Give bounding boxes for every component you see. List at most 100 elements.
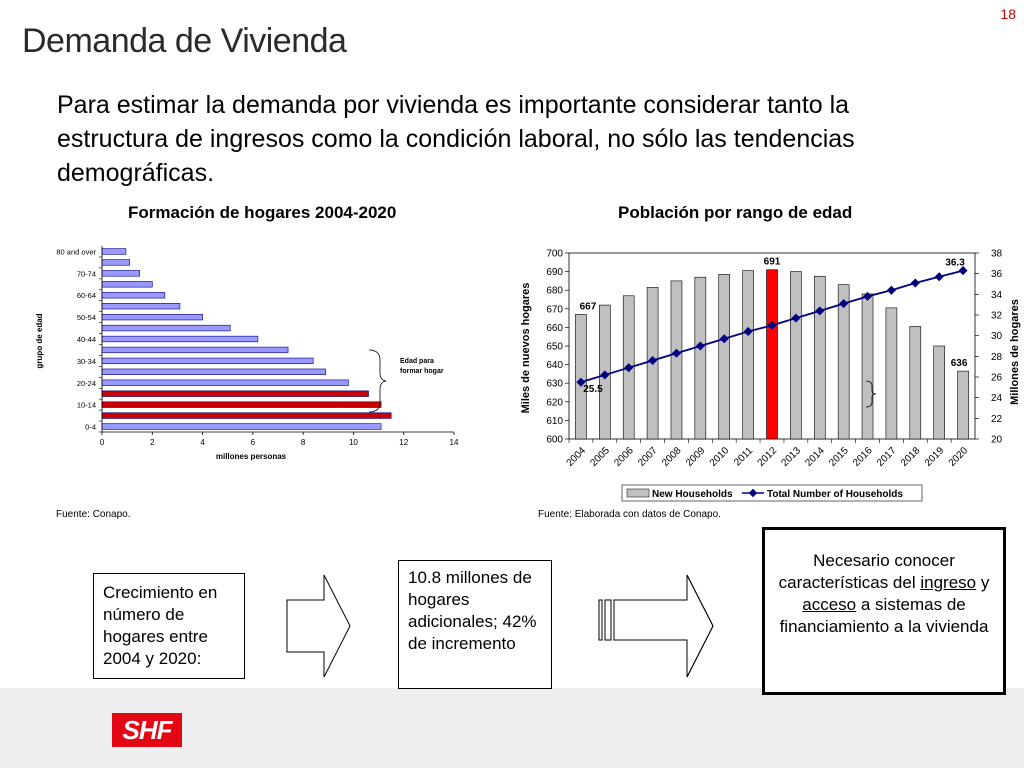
- chart1-x-tick: 0: [100, 438, 105, 447]
- chart2-data-label: 636: [951, 358, 968, 369]
- chart2-bar: [933, 345, 945, 440]
- chart2-bar: [694, 276, 707, 440]
- chart1-bar: [101, 423, 382, 430]
- chart2-line-point: [886, 285, 896, 295]
- requirement-income: ingreso: [920, 573, 977, 592]
- chart2-x-tick: 2020: [947, 445, 971, 469]
- slide-title: Demanda de Vivienda: [22, 22, 347, 60]
- chart1-bracket: [368, 349, 387, 413]
- chart2-x-tick: 2016: [851, 445, 875, 469]
- requirement-text-1: Necesario conocer características del: [778, 551, 955, 592]
- chart2-y-tick: 620: [546, 397, 563, 408]
- chart1-x-tick: 6: [251, 438, 256, 447]
- chart2-y-tick: 650: [546, 342, 563, 353]
- chart2-x-tick: 2009: [684, 445, 708, 469]
- chart2-x-tick: 2012: [756, 445, 780, 469]
- chart2-y2-tick: 32: [991, 311, 1003, 322]
- chart2-data-label: 25.5: [583, 384, 603, 395]
- chart2-y-tick: 640: [546, 360, 563, 371]
- chart2-y-tick: 660: [546, 323, 563, 334]
- chart2-y-tick: 690: [546, 267, 563, 278]
- chart2-data-label: 36.3: [945, 258, 965, 269]
- chart2-y2-tick: 22: [991, 414, 1003, 425]
- chart1-bar: [101, 412, 392, 419]
- requirement-text-2: a sistemas de financiamiento a la vivien…: [779, 595, 989, 636]
- chart1-x-tick: 2: [150, 438, 155, 447]
- chart1-bar: [101, 324, 231, 332]
- chart1-bar: [101, 313, 203, 321]
- chart1-title: Formación de hogares 2004-2020: [128, 203, 397, 222]
- chart1-y-tick: 0-4: [85, 423, 96, 432]
- chart2-bar: [813, 275, 826, 440]
- chart2-y2-tick: 26: [991, 373, 1003, 384]
- chart2-line-point: [934, 272, 944, 282]
- chart1-x-tick: 8: [301, 438, 306, 447]
- chart2-x-tick: 2007: [636, 445, 660, 469]
- chart1-y-tick: 30-34: [77, 357, 96, 366]
- chart2-y-axis-label: Miles de nuevos hogares: [520, 283, 532, 414]
- chart1-bar: [101, 379, 349, 386]
- chart1-bar: [101, 346, 289, 354]
- chart2-line-point: [839, 299, 849, 309]
- chart2-x-tick: 2011: [732, 445, 755, 468]
- chart2-bar: [790, 271, 802, 440]
- chart2-households-population: 600 610 620 630 640 650 660 670 680 690 700 20 22 24…: [520, 249, 1021, 502]
- chart1-x-axis-label: millones personas: [216, 452, 287, 461]
- chart2-line-point: [791, 313, 801, 323]
- chart1-bar: [101, 335, 259, 343]
- chart1-y-tick: 80 and over: [56, 247, 96, 256]
- chart2-x-tick: 2013: [779, 445, 803, 469]
- chart1-y-tick: 40-44: [77, 335, 96, 344]
- chart2-line-point: [648, 355, 658, 365]
- legend-item-total-households: Total Number of Households: [767, 489, 903, 500]
- chart2-bar: [575, 314, 587, 440]
- chart2-y2-tick: 20: [991, 435, 1003, 446]
- chart1-households-formation: 0-410-1420-2430-3440-4450-5460-6470-7480…: [35, 246, 459, 461]
- chart1-y-tick: 10-14: [77, 401, 96, 410]
- chart2-y-tick: 630: [546, 379, 563, 390]
- chart2-bar: [742, 270, 754, 440]
- chart2-line-point: [600, 370, 610, 380]
- page-number: 18: [1000, 6, 1016, 22]
- chart2-y2-tick: 30: [991, 331, 1003, 342]
- chart1-bar: [101, 357, 314, 365]
- chart2-bar: [837, 284, 850, 440]
- chart2-y-tick: 610: [546, 416, 563, 427]
- chart1-y-tick: 20-24: [77, 379, 96, 388]
- chart2-y2-tick: 38: [991, 249, 1003, 260]
- chart1-bar: [101, 270, 141, 277]
- chart2-y2-tick: 34: [991, 290, 1003, 301]
- chart2-y-tick: 700: [546, 249, 563, 260]
- chart1-bar: [101, 292, 166, 299]
- chart1-y-tick: 50-54: [77, 313, 96, 322]
- chart2-y2-tick: 36: [991, 269, 1003, 280]
- chart2-legend: New Households Total Number of Household…: [621, 484, 923, 502]
- striped-arrow-right-icon: [598, 574, 714, 678]
- chart2-bar: [766, 269, 778, 440]
- chart2-line-point: [576, 377, 586, 387]
- chart2-x-tick: 2017: [875, 445, 899, 469]
- legend-bar-swatch: [626, 488, 650, 498]
- chart2-y-tick: 680: [546, 286, 563, 297]
- chart2-bar: [909, 326, 922, 440]
- legend-line-marker: [748, 488, 758, 498]
- chart2-x-tick: 2018: [899, 445, 923, 469]
- chart2-y2-tick: 24: [991, 393, 1003, 404]
- chart1-bar: [101, 248, 127, 255]
- intro-paragraph: Para estimar la demanda por vivienda es …: [57, 91, 855, 187]
- chart1-bar: [101, 281, 153, 288]
- chart1-bar: [101, 259, 130, 266]
- chart2-x-tick: 2008: [660, 445, 684, 469]
- chart2-bar: [957, 370, 969, 440]
- chart1-y-axis-label: grupo de edad: [35, 313, 44, 368]
- chart2-x-tick: 2014: [803, 445, 827, 469]
- chart1-bar: [101, 368, 327, 375]
- chart2-small-bracket: [865, 380, 877, 408]
- chart1-x-tick: 4: [200, 438, 205, 447]
- chart2-y2-axis-label: Millones de hogares: [1009, 299, 1021, 405]
- chart2-y2-tick: 28: [991, 352, 1003, 363]
- legend-item-new-households: New Households: [652, 489, 733, 500]
- additional-households-box: 10.8 millones de hogares adicionales; 42…: [398, 560, 552, 689]
- arrow-right-icon: [286, 574, 351, 678]
- chart2-bar: [885, 307, 898, 440]
